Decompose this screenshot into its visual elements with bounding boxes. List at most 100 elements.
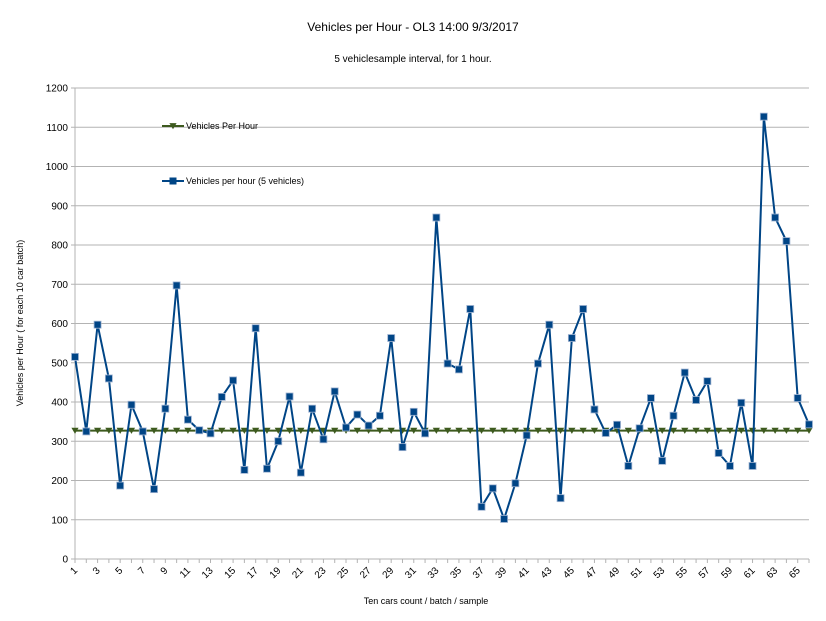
data-point [398,443,407,452]
y-tick-label: 1200 [46,84,69,95]
x-tick-labels: 1 3 5 7 9 11 13 15 17 19 21 23 25 27 29 31 33 35 37 39 41 43 4… [68,565,803,581]
data-point [579,427,587,434]
data-point [715,427,723,434]
chart-title: Vehicles per Hour - OL3 14:00 9/3/2017 [307,20,519,34]
data-point [93,427,102,434]
data-point [714,449,723,457]
data-point [218,427,226,434]
x-tick-label: 63 [765,565,781,581]
data-point [443,359,452,368]
data-point [466,427,474,434]
data-point [556,494,565,503]
data-point [782,427,791,434]
data-point [477,502,486,511]
data-point [794,427,802,434]
data-point [601,429,610,437]
data-point [477,427,486,434]
x-tick-label: 51 [629,565,645,581]
data-point [805,420,813,429]
data-point [579,305,588,313]
data-point [217,392,226,401]
x-tick-label: 33 [426,565,442,581]
x-tick-label: 31 [403,565,419,581]
data-point [680,368,689,377]
data-point [703,427,711,434]
data-point [805,427,813,434]
data-point [726,462,734,470]
data-point [455,365,463,374]
data-point [647,427,655,434]
x-tick-label: 1 [68,565,80,577]
data-point [409,407,418,416]
data-point [240,466,249,474]
x-tick-label: 49 [607,565,623,581]
x-tick-label: 45 [561,565,577,581]
x-axis-label: Ten cars count / batch / sample [363,596,489,606]
data-point [624,427,632,434]
data-point [432,213,441,222]
data-point [681,427,689,434]
x-tick-label: 57 [697,565,713,581]
legend-label: Vehicles Per Hour [186,121,258,131]
axes [74,88,810,563]
x-tick-label: 53 [652,565,668,581]
data-point [150,485,158,494]
data-point [263,464,271,473]
y-tick-label: 100 [51,515,68,526]
x-tick-label: 9 [159,565,171,577]
data-point [522,431,531,440]
data-point [545,427,553,434]
series-layer [71,112,813,523]
data-point [150,427,158,434]
legend-item: Vehicles per hour (5 vehicles) [162,176,304,186]
data-point [116,481,125,490]
data-point [793,394,802,402]
data-point [545,320,554,329]
data-point [511,479,520,488]
data-point [669,427,678,434]
x-tick-label: 27 [358,565,374,581]
series-1 [71,427,813,434]
x-tick-label: 37 [471,565,487,581]
data-point [364,421,373,430]
x-tick-label: 65 [787,565,803,581]
x-tick-label: 25 [335,565,351,581]
x-tick-label: 13 [200,565,216,581]
data-point [297,427,305,434]
data-point [613,420,621,429]
data-point [703,377,712,386]
x-tick-label: 21 [290,565,306,581]
data-point [251,324,260,333]
legend-label: Vehicles per hour (5 vehicles) [186,176,304,186]
data-point [692,427,700,434]
chart-subtitle: 5 vehiclesample interval, for 1 hour. [334,54,492,65]
data-point [138,427,147,436]
data-point [421,429,429,438]
y-tick-label: 1100 [46,123,68,134]
data-point [308,404,317,413]
y-tick-label: 800 [51,241,68,252]
data-point [658,456,667,465]
x-tick-label: 3 [91,565,103,577]
data-point [342,423,350,432]
data-point [195,426,204,435]
data-point [726,427,734,434]
data-point [590,427,599,434]
data-point [184,415,192,424]
y-tick-label: 700 [51,280,68,291]
data-point [534,427,542,434]
legend-marker [169,123,177,130]
data-point [771,213,780,222]
y-tick-labels: 0 100 200 300 400 500 600 700 800 900 1000 1100 1200 [46,84,69,566]
data-point [376,427,384,434]
data-point [669,411,678,420]
data-point [353,427,361,434]
series-2 [71,112,813,523]
data-point [444,427,452,434]
data-point [105,427,113,434]
y-tick-label: 400 [51,398,68,409]
data-point [71,427,79,434]
data-point [82,427,91,436]
data-point [104,374,113,383]
data-point [252,427,260,434]
